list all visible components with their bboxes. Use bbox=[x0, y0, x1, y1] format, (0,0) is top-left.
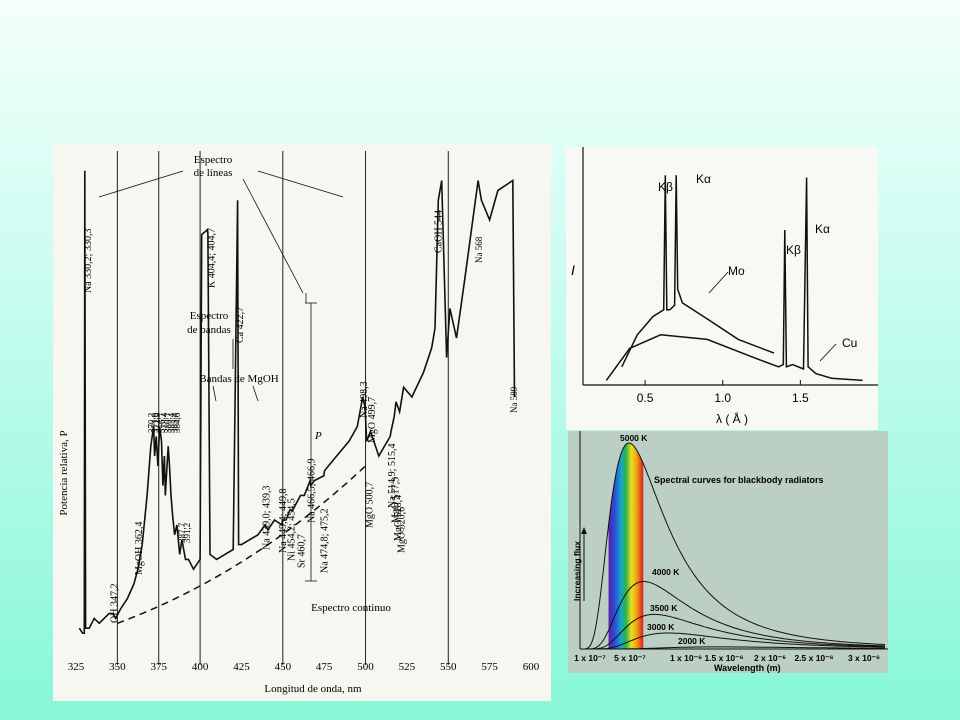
peak-annotation: MgO 499,7 bbox=[367, 397, 378, 443]
bb-tick-label: 1 x 10⁻⁷ bbox=[574, 653, 606, 663]
peak-annotation: Ca 422,7 bbox=[235, 307, 246, 343]
blackbody-label: 4000 K bbox=[652, 567, 680, 577]
blackbody-curve-3500K bbox=[585, 613, 886, 650]
p-marker-label: P bbox=[314, 430, 322, 442]
peak-annotation: Sr 460,7 bbox=[296, 534, 307, 568]
peak-annotation: Na 439,0; 439,3 bbox=[262, 486, 273, 550]
x-axis-label: Longitud de onda, nm bbox=[264, 683, 362, 695]
bb-title: Spectral curves for blackbody radiators bbox=[654, 475, 824, 485]
x-tick-label: 400 bbox=[192, 661, 209, 673]
peak-annotation: Na 514,9; 515,4 bbox=[387, 444, 398, 508]
x-tick-label: 475 bbox=[316, 661, 333, 673]
peak-annotation: 384,6 bbox=[172, 412, 182, 433]
bb-tick-label: 5 x 10⁻⁷ bbox=[614, 653, 646, 663]
xray-tick-label: 1.0 bbox=[714, 391, 731, 405]
x-tick-label: 600 bbox=[523, 661, 540, 673]
x-tick-label: 575 bbox=[481, 661, 498, 673]
blackbody-label: 5000 K bbox=[620, 433, 648, 443]
xray-peak-annotation: Kα bbox=[815, 222, 830, 236]
bb-tick-label: 3 x 10⁻⁶ bbox=[848, 653, 880, 663]
bb-tick-label: 1.5 x 10⁻⁶ bbox=[704, 653, 743, 663]
peak-annotation: Na 568 bbox=[474, 236, 484, 263]
bb-x-axis-label: Wavelength (m) bbox=[714, 663, 781, 673]
mo-series-line bbox=[621, 175, 775, 368]
peak-annotation: Na 589 bbox=[509, 386, 519, 413]
peak-annotation: Na 330,2; 330,3 bbox=[83, 229, 94, 293]
xray-peak-annotation: Mo bbox=[728, 264, 745, 278]
peak-annotation: MgO 518,4 bbox=[393, 495, 404, 541]
xray-tick-label: 0.5 bbox=[637, 391, 654, 405]
annotation-arrows bbox=[98, 170, 344, 582]
cu-series-line bbox=[605, 177, 863, 382]
xray-peak-annotation: Kα bbox=[696, 172, 711, 186]
peak-annotation: 382,4 bbox=[166, 412, 176, 433]
blackbody-curve-5000K bbox=[585, 442, 886, 650]
xray-peak-annotation: Kβ bbox=[658, 180, 673, 194]
blackbody-svg: 1 x 10⁻⁷ 5 x 10⁻⁷ 1 x 10⁻⁶ 1.5 x 10⁻⁶ 2 x 10… bbox=[572, 431, 888, 673]
peak-annotation: Na 449,4; 449,8 bbox=[278, 489, 289, 553]
blackbody-label: 3500 K bbox=[650, 603, 678, 613]
blackbody-label: 3000 K bbox=[647, 622, 675, 632]
blackbody-chart: 1 x 10⁻⁷ 5 x 10⁻⁷ 1 x 10⁻⁶ 1.5 x 10⁻⁶ 2 x 10… bbox=[568, 431, 888, 673]
espectro-lineas-label-1: Espectro bbox=[194, 154, 233, 166]
bb-tick-label: 2.5 x 10⁻⁶ bbox=[794, 653, 833, 663]
x-tick-label: 500 bbox=[357, 661, 374, 673]
peak-annotation: OH 347,2 bbox=[109, 584, 120, 623]
x-tick-label: 525 bbox=[399, 661, 416, 673]
peak-annotation: MgO 517,3 bbox=[391, 477, 402, 523]
peak-annotation: 380,7 bbox=[163, 412, 173, 433]
bb-tick-label: 2 x 10⁻⁶ bbox=[754, 653, 786, 663]
peak-annotation: 378,4 bbox=[160, 412, 170, 433]
peak-annotation: 372,9 bbox=[152, 412, 162, 433]
espectro-bandas-label-2: de bandas bbox=[187, 324, 231, 336]
peak-annotation: K 404,4; 404,7 bbox=[207, 228, 218, 288]
bb-tick-label: 1 x 10⁻⁶ bbox=[670, 653, 702, 663]
continuum-dashed-line bbox=[117, 465, 367, 625]
x-tick-label: 425 bbox=[233, 661, 250, 673]
bandas-mgoh-label: Bandas de MgOH bbox=[199, 373, 278, 385]
x-tick-label: 325 bbox=[68, 661, 85, 673]
x-tick-label: 450 bbox=[275, 661, 292, 673]
flux-arrow bbox=[581, 527, 587, 601]
blackbody-curve-3000K bbox=[585, 632, 886, 650]
peak-annotation: 383,4 bbox=[170, 412, 180, 433]
xray-annotation-arrows bbox=[708, 271, 837, 362]
peak-annotation: 391,2 bbox=[182, 523, 192, 543]
xray-x-axis-label: λ ( Å ) bbox=[716, 411, 748, 426]
blackbody-curve-4000K bbox=[585, 581, 885, 650]
peak-annotation: MgO 500,7 bbox=[365, 482, 376, 528]
spectrum-series-line bbox=[78, 170, 516, 634]
espectro-bandas-label-1: Espectro bbox=[190, 310, 229, 322]
peak-annotation: Na 466,5; 466,9 bbox=[306, 459, 317, 523]
peak-annotation: Na 474,8; 475,2 bbox=[320, 509, 331, 573]
emission-spectrum-svg: 325 350 375 400 425 450 475 500 525 550 575 600 Na … bbox=[58, 151, 540, 695]
x-tick-label: 375 bbox=[150, 661, 167, 673]
xray-peak-annotation: Cu bbox=[842, 336, 857, 350]
xray-peak-annotation: Kβ bbox=[786, 243, 801, 257]
peak-annotation: 387,7 bbox=[177, 522, 187, 543]
blackbody-label: 2000 K bbox=[678, 636, 706, 646]
peak-annotation: MgO 520,6 bbox=[397, 507, 408, 553]
x-tick-label: 350 bbox=[109, 661, 126, 673]
peak-annotation: 371,9 bbox=[150, 412, 160, 433]
x-tick-label: 550 bbox=[440, 661, 457, 673]
peak-annotation: Ni 454,2; 454,5 bbox=[286, 498, 297, 561]
xray-spectrum-chart: 0.5 1.0 1.5 I λ ( Å ) Kβ Kα Mo Kβ Kα Cu bbox=[566, 147, 878, 430]
y-axis-label: Potencia relativa, P bbox=[58, 430, 70, 515]
peak-annotation: 376,7 bbox=[156, 412, 166, 433]
xray-y-axis-label: I bbox=[571, 262, 575, 278]
xray-tick-label: 1.5 bbox=[792, 391, 809, 405]
peak-annotation: CaOH 544 bbox=[433, 210, 444, 253]
peak-annotation: Na 498,3 bbox=[359, 381, 370, 418]
bb-y-axis-label: Increasing flux bbox=[572, 541, 582, 601]
peak-annotation: MgOH 362,4 bbox=[134, 522, 145, 575]
emission-spectrum-chart: 325 350 375 400 425 450 475 500 525 550 575 600 Na … bbox=[53, 143, 551, 701]
espectro-continuo-label: Espectro continuo bbox=[311, 602, 391, 614]
xray-spectrum-svg: 0.5 1.0 1.5 I λ ( Å ) Kβ Kα Mo Kβ Kα Cu bbox=[571, 147, 878, 426]
espectro-lineas-label-2: de líneas bbox=[194, 167, 233, 179]
peak-annotation: 370,2 bbox=[146, 413, 156, 433]
